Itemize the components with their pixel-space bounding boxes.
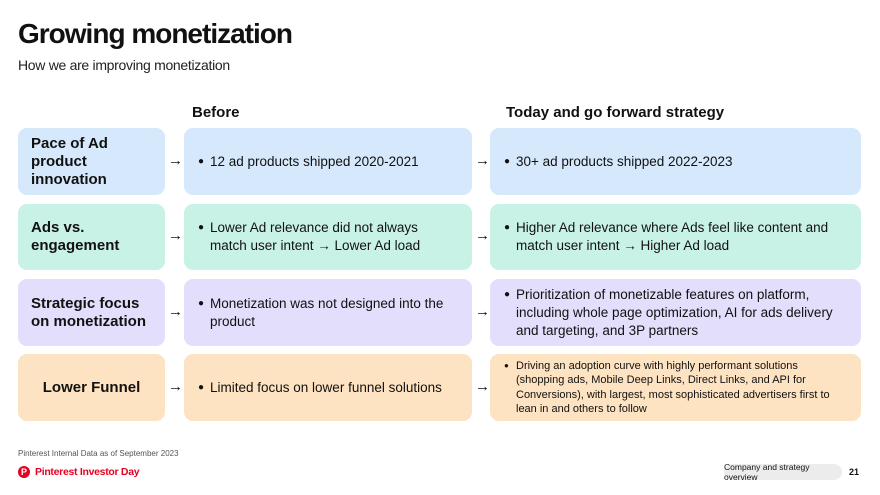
arrow-icon: →	[168, 227, 183, 244]
before-text: 12 ad products shipped 2020-2021	[210, 153, 419, 169]
today-cell-strategic-focus: ● Prioritization of monetizable features …	[490, 279, 861, 346]
column-header-before: Before	[192, 104, 240, 121]
row-label-lower-funnel: Lower Funnel	[18, 354, 165, 421]
bullet-icon: ●	[198, 222, 205, 233]
today-text: Prioritization of monetizable features o…	[516, 286, 833, 338]
row-label-text: Ads vs. engagement	[31, 219, 120, 254]
page-number: 21	[849, 467, 860, 477]
section-pill: Company and strategy overview	[724, 462, 842, 482]
row-label-text: Pace of Ad product innovation	[31, 134, 108, 188]
page-subtitle: How we are improving monetization	[18, 57, 230, 73]
bullet-icon: ●	[198, 155, 205, 167]
arrow-icon: →	[475, 303, 490, 320]
today-text: Higher Ad relevance where Ads feel like …	[516, 220, 829, 253]
arrow-icon: →	[475, 227, 490, 244]
bullet-icon: ●	[504, 360, 509, 370]
column-header-today: Today and go forward strategy	[506, 104, 725, 121]
today-cell-pace: ● 30+ ad products shipped 2022-2023	[490, 128, 861, 195]
row-label-strategic-focus: Strategic focus on monetization	[18, 279, 165, 346]
today-cell-ads-engagement: ● Higher Ad relevance where Ads feel like…	[490, 204, 861, 270]
before-cell-strategic-focus: ● Monetization was not designed into the …	[184, 279, 472, 346]
arrow-icon: →	[475, 378, 490, 395]
logo-text: Pinterest Investor Day	[35, 466, 140, 478]
before-cell-ads-engagement: ● Lower Ad relevance did not always match…	[184, 204, 472, 270]
before-text: Lower Ad relevance did not always match …	[210, 220, 421, 253]
footnote: Pinterest Internal Data as of September …	[18, 449, 179, 458]
bullet-icon: ●	[504, 155, 511, 167]
arrow-icon: →	[168, 152, 183, 169]
before-cell-lower-funnel: ● Limited focus on lower funnel solutions	[184, 354, 472, 421]
today-text: Driving an adoption curve with highly pe…	[516, 359, 830, 416]
row-label-ads-engagement: Ads vs. engagement	[18, 204, 165, 270]
today-cell-lower-funnel: ● Driving an adoption curve with highly p…	[490, 354, 861, 421]
today-text: 30+ ad products shipped 2022-2023	[516, 153, 733, 169]
bullet-icon: ●	[504, 288, 511, 300]
arrow-icon: →	[168, 303, 183, 320]
row-label-text: Strategic focus on monetization	[31, 294, 146, 330]
arrow-icon: →	[168, 378, 183, 395]
pinterest-icon: P	[18, 466, 30, 478]
row-label-text: Lower Funnel	[42, 378, 141, 396]
before-text: Limited focus on lower funnel solutions	[210, 379, 442, 395]
bullet-icon: ●	[504, 222, 511, 233]
pinterest-logo: P Pinterest Investor Day	[18, 466, 140, 478]
before-cell-pace: ● 12 ad products shipped 2020-2021	[184, 128, 472, 195]
bullet-icon: ●	[198, 381, 205, 393]
bullet-icon: ●	[198, 297, 205, 309]
row-label-pace: Pace of Ad product innovation	[18, 128, 165, 195]
arrow-icon: →	[475, 152, 490, 169]
page-title: Growing monetization	[18, 18, 293, 49]
before-text: Monetization was not designed into the p…	[210, 295, 444, 329]
